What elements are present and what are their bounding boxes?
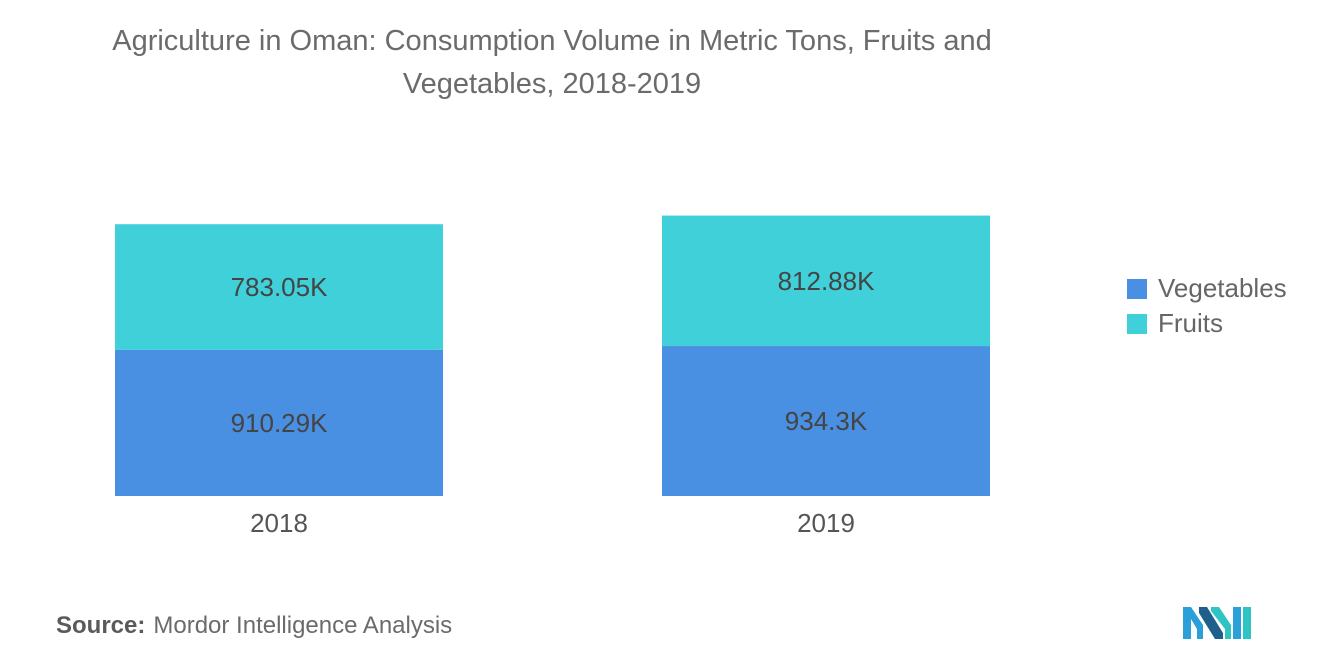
legend-swatch-vegetables xyxy=(1127,279,1147,299)
bar-vegetables-2018 xyxy=(115,349,443,496)
legend-swatch-fruits xyxy=(1127,314,1147,334)
source-text: Mordor Intelligence Analysis xyxy=(153,612,453,639)
legend-label-vegetables: Vegetables xyxy=(1158,273,1287,303)
data-label-fruits-2018: 783.05K xyxy=(231,272,329,302)
data-label-vegetables-2018: 910.29K xyxy=(231,408,329,438)
data-label-vegetables-2019: 934.3K xyxy=(785,406,868,436)
source-note: Source: Mordor Intelligence Analysis xyxy=(56,612,452,640)
chart-title-line-2: Vegetables, 2018-2019 xyxy=(402,68,702,100)
x-tick-label-2018: 2018 xyxy=(250,508,308,538)
mordor-intelligence-logo xyxy=(1183,607,1251,639)
legend-label-fruits: Fruits xyxy=(1158,308,1223,338)
chart-title: Agriculture in Oman: Consumption Volume … xyxy=(0,20,1104,106)
bar-fruits-2019 xyxy=(662,215,990,347)
bar-vegetables-2019 xyxy=(662,346,990,496)
source-label: Source: xyxy=(56,612,146,639)
data-label-fruits-2019: 812.88K xyxy=(778,266,876,296)
chart-title-line-1: Agriculture in Oman: Consumption Volume … xyxy=(112,25,992,57)
x-tick-label-2019: 2019 xyxy=(797,508,855,538)
bar-fruits-2018 xyxy=(115,224,443,350)
